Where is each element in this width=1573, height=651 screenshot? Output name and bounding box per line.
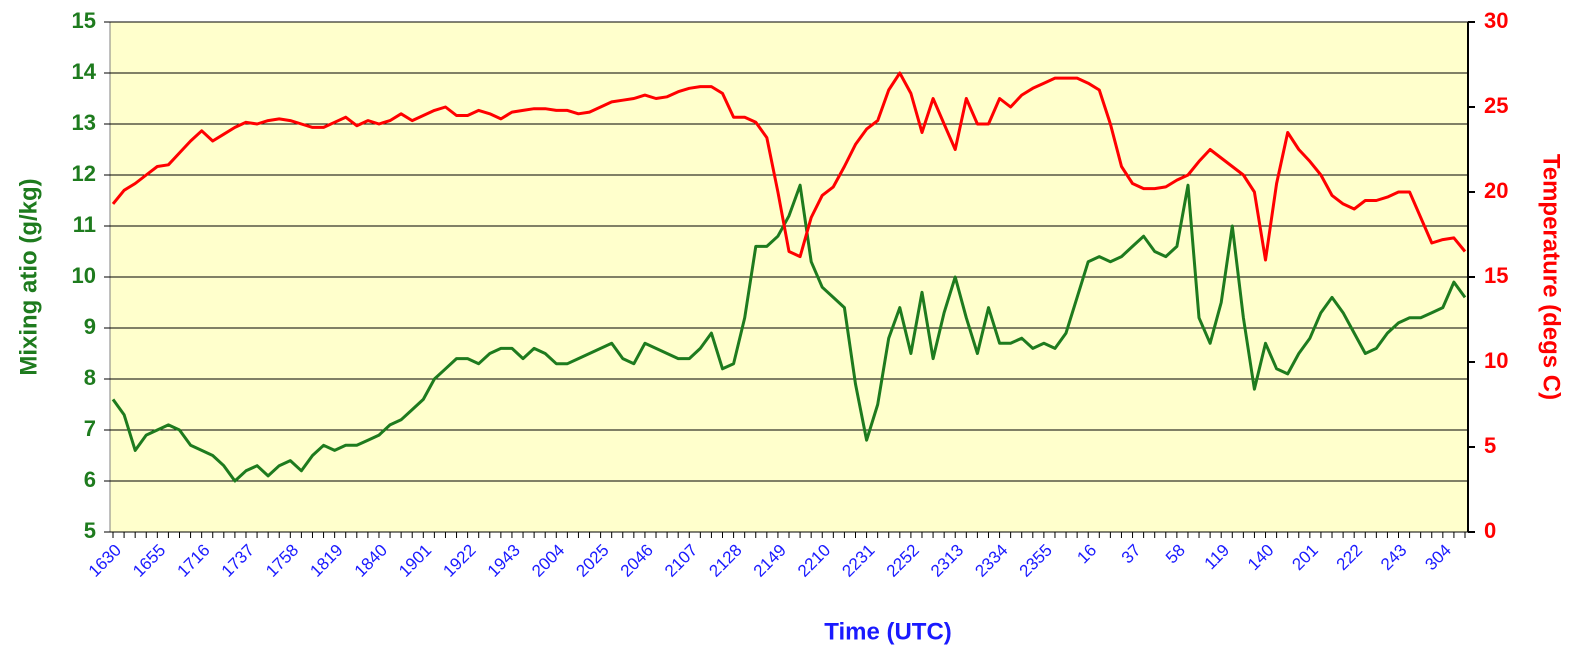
y2-tick-label: 0 (1484, 518, 1496, 543)
x-tick-label: 243 (1377, 541, 1410, 574)
x-tick-label: 1716 (173, 541, 213, 581)
x-tick-label: 2004 (528, 541, 568, 581)
y-tick-label: 10 (72, 263, 96, 288)
x-tick-label: 16 (1073, 541, 1100, 568)
y-axis-label: Mixing atio (g/kg) (15, 178, 42, 375)
y-tick-label: 12 (72, 161, 96, 186)
data-line (111, 183, 1467, 483)
y2-axis-label: Temperature (degs C) (1538, 154, 1565, 400)
y-tick-label: 11 (73, 212, 96, 237)
y2-tick-label: 20 (1484, 178, 1508, 203)
x-tick-label: 2149 (750, 541, 790, 581)
x-tick-label: 1737 (218, 541, 258, 581)
x-tick-label: 1758 (262, 541, 302, 581)
x-tick-label: 1819 (306, 541, 346, 581)
y2-tick-label: 15 (1484, 263, 1508, 288)
y-tick-label: 5 (84, 518, 96, 543)
x-tick-label: 58 (1162, 541, 1189, 568)
y2-tick-label: 25 (1484, 93, 1508, 118)
y2-tick-label: 30 (1484, 8, 1508, 33)
y-tick-label: 14 (72, 59, 97, 84)
x-tick-label: 222 (1333, 541, 1366, 574)
x-tick-label: 304 (1421, 541, 1454, 574)
x-tick-label: 2334 (971, 541, 1011, 581)
y-tick-label: 15 (72, 8, 96, 33)
x-tick-label: 2025 (572, 541, 612, 581)
data-line (111, 71, 1467, 262)
y-tick-label: 7 (84, 416, 96, 441)
x-tick-label: 2252 (883, 541, 923, 581)
x-tick-label: 1943 (484, 541, 524, 581)
y-tick-label: 8 (84, 365, 96, 390)
x-tick-label: 2231 (838, 541, 878, 581)
y-tick-label: 13 (72, 110, 96, 135)
x-tick-label: 2107 (661, 541, 701, 581)
y2-tick-label: 10 (1484, 348, 1508, 373)
x-axis-label: Time (UTC) (824, 618, 952, 645)
x-tick-label: 2128 (705, 541, 745, 581)
x-tick-label: 2046 (617, 541, 657, 581)
x-tick-label: 1655 (129, 541, 169, 581)
x-tick-label: 2355 (1016, 541, 1056, 581)
x-tick-label: 1840 (351, 541, 391, 581)
y-tick-label: 6 (84, 467, 96, 492)
x-tick-label: 2313 (927, 541, 967, 581)
x-tick-label: 119 (1201, 541, 1234, 574)
y-tick-label: 9 (84, 314, 96, 339)
x-tick-label: 201 (1288, 541, 1321, 574)
x-tick-label: 1630 (85, 541, 125, 581)
x-tick-label: 140 (1244, 541, 1277, 574)
x-tick-label: 1922 (439, 541, 479, 581)
x-tick-label: 2210 (794, 541, 834, 581)
y2-tick-label: 5 (1484, 433, 1496, 458)
x-tick-label: 1901 (395, 541, 435, 581)
x-tick-label: 37 (1118, 541, 1145, 568)
